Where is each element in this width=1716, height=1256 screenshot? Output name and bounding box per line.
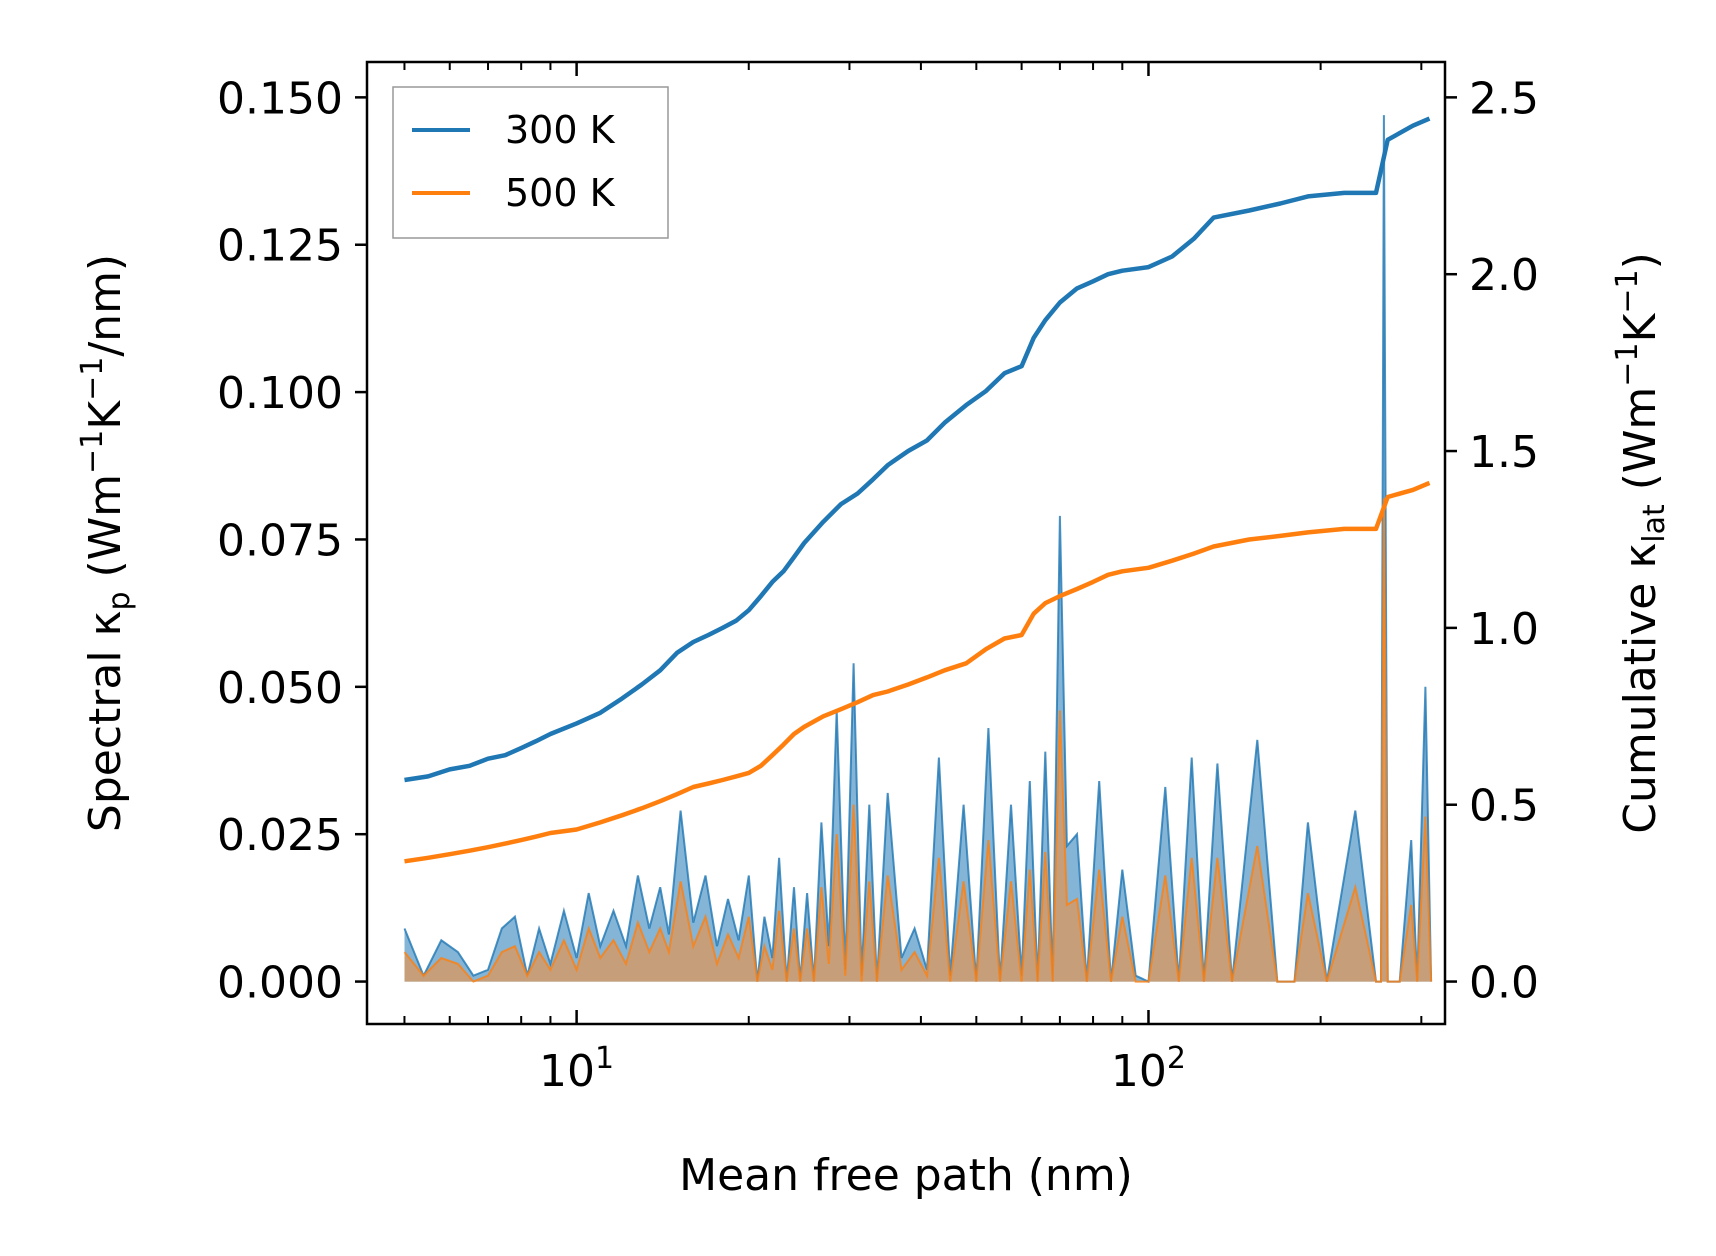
right-y-tick-label: 2.0: [1469, 250, 1539, 301]
cumulative-lines: [404, 116, 1431, 864]
right-y-axis-label: Cumulative κlat (Wm−1K−1): [1610, 252, 1672, 834]
right-y-tick-label: 1.0: [1469, 604, 1539, 655]
right-label-mid: K: [1615, 312, 1666, 342]
left-label-tail: /nm): [80, 254, 131, 357]
left-y-axis-label: Spectral κp (Wm−1K−1/nm): [75, 254, 137, 832]
right-label-tail: ): [1615, 252, 1666, 269]
right-y-tick-label: 1.5: [1469, 427, 1539, 478]
x-tick-label: 101: [539, 1041, 614, 1097]
right-label-exp1: −1: [1610, 342, 1645, 386]
spectral-areas: [403, 115, 1433, 984]
right-label-main: Cumulative κ: [1615, 543, 1666, 834]
left-y-tick-label: 0.100: [217, 368, 343, 419]
left-label-exp1: −1: [75, 430, 110, 474]
x-axis-label: Mean free path (nm): [679, 1150, 1133, 1201]
cumulative-line-0: [404, 116, 1431, 783]
left-y-tick-label: 0.125: [217, 221, 343, 272]
left-y-tick-label: 0.025: [217, 810, 343, 861]
left-label-exp2: −1: [75, 357, 110, 401]
cumulative-line-1: [404, 480, 1431, 864]
legend-box: [392, 86, 669, 239]
axis-ticks: 0.000 0.025 0.050 0.075 0.100 0.125 0.150 0.0 0.…: [217, 62, 1539, 1097]
left-label-sub: p: [102, 591, 137, 610]
legend-label-500k: 500 K: [505, 171, 616, 215]
plot-frame: [365, 60, 1447, 1026]
legend-label-300k: 300 K: [505, 108, 616, 152]
left-y-tick-label: 0.150: [217, 73, 343, 124]
right-label-exp2: −1: [1610, 269, 1645, 313]
right-y-tick-label: 2.5: [1469, 73, 1539, 124]
x-tick-label: 102: [1111, 1041, 1186, 1097]
right-label-sub: lat: [1637, 504, 1672, 543]
legend: 300 K 500 K: [392, 86, 669, 239]
spectral-line-1: [403, 498, 1433, 983]
left-label-unit-open: (Wm: [80, 474, 131, 592]
left-label-main: Spectral κ: [80, 611, 131, 833]
left-label-mid: K: [80, 400, 131, 430]
right-label-unit-open: (Wm: [1615, 387, 1666, 505]
left-y-tick-label: 0.075: [217, 515, 343, 566]
left-y-tick-label: 0.000: [217, 958, 343, 1009]
right-y-tick-label: 0.0: [1469, 958, 1539, 1009]
right-y-tick-label: 0.5: [1469, 781, 1539, 832]
left-y-tick-label: 0.050: [217, 663, 343, 714]
